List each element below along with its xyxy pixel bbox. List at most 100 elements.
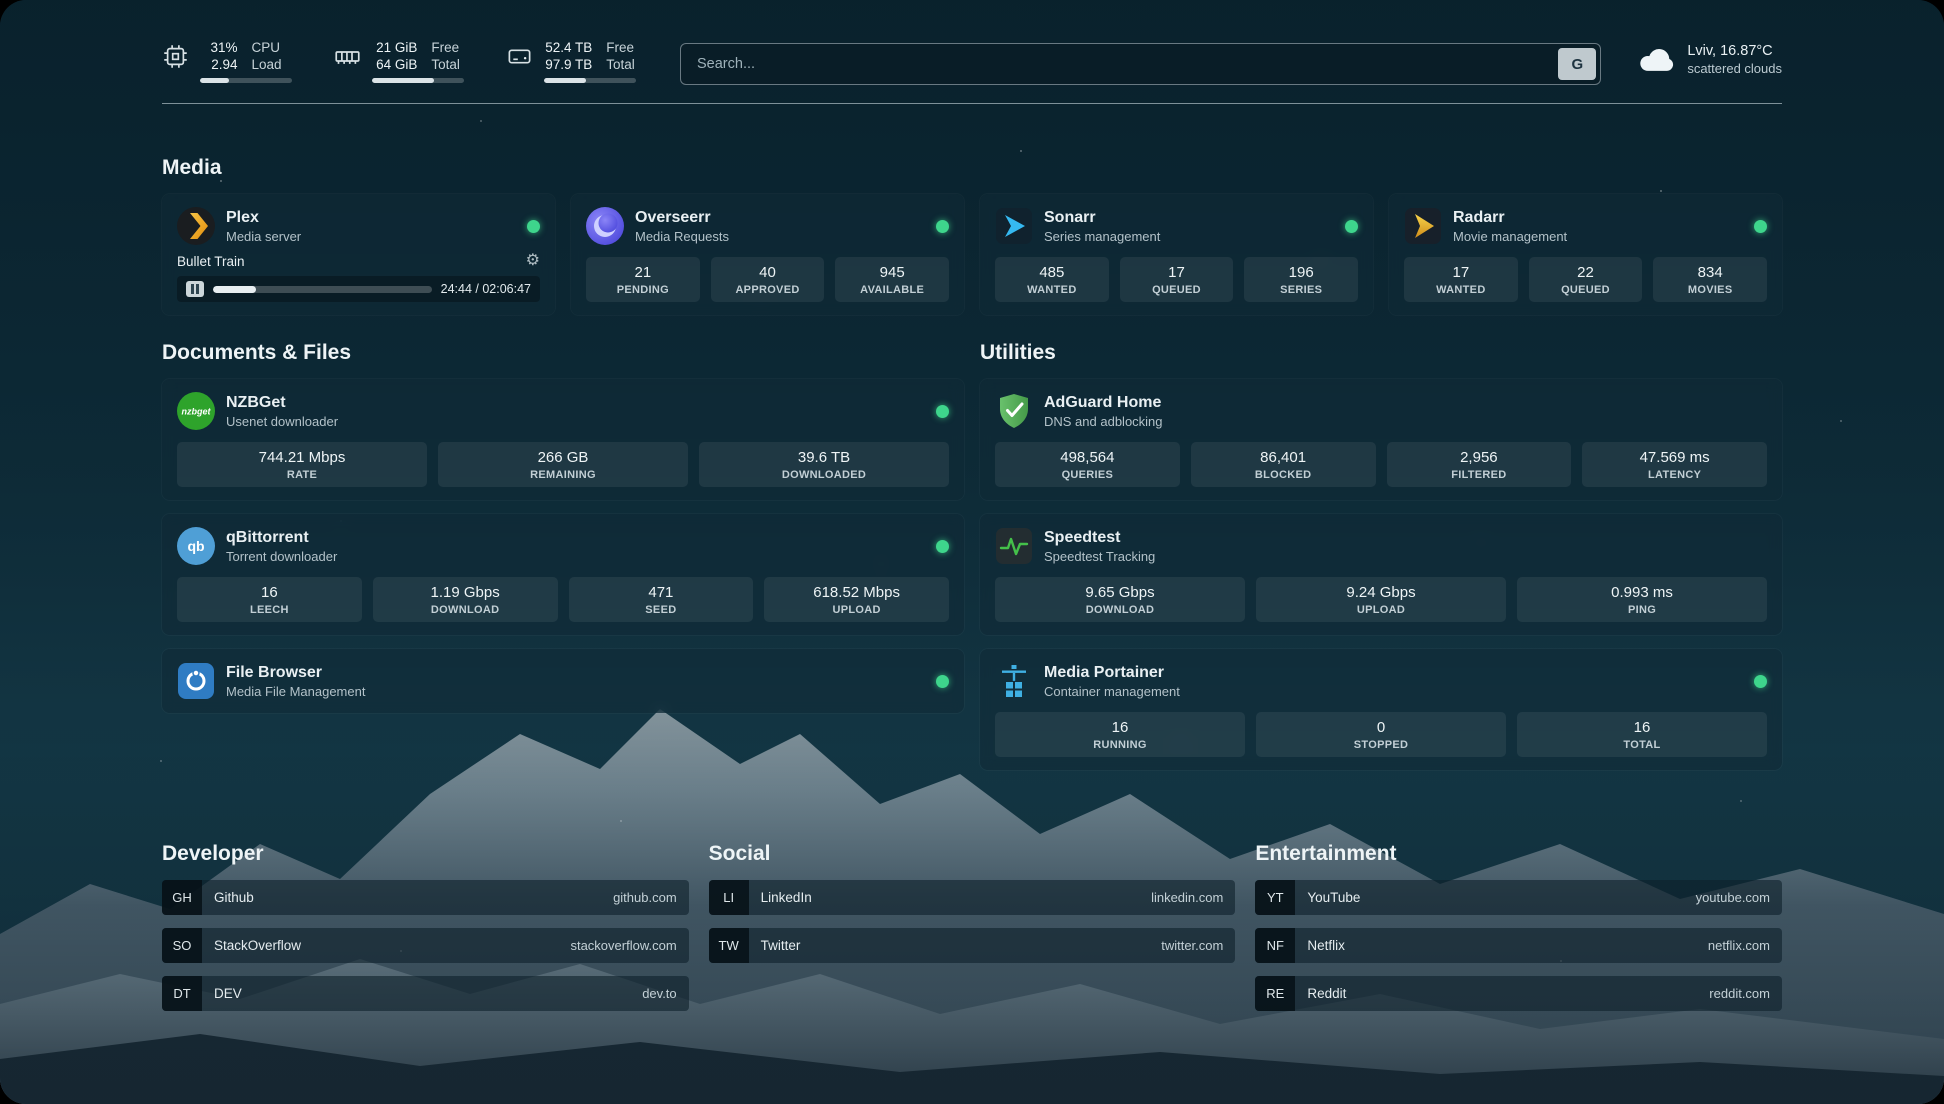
qbittorrent-stat-seed: 471 SEED — [568, 577, 754, 622]
top-bar: 31% CPU 2.94 Load — [162, 40, 1782, 85]
bookmarks-entertainment: Entertainment YT YouTube youtube.com NF … — [1255, 842, 1782, 1011]
card-filebrowser[interactable]: File Browser Media File Management — [162, 649, 964, 713]
bookmark-reddit[interactable]: RE Reddit reddit.com — [1255, 976, 1782, 1011]
ram-widget: 21 GiB Free 64 GiB Total — [334, 40, 464, 83]
svg-text:nzbget: nzbget — [182, 407, 212, 417]
search-bar: G — [680, 43, 1602, 85]
bookmarks-social: Social LI LinkedIn linkedin.com TW Twitt… — [708, 842, 1236, 1011]
weather-location: Lviv, 16.87°C — [1687, 42, 1773, 59]
card-plex[interactable]: Plex Media server Bullet Train ⚙ — [162, 194, 555, 315]
adguard-stat-latency: 47.569 ms LATENCY — [1582, 442, 1767, 487]
radarr-stat-queued: 22 QUEUED — [1528, 257, 1643, 302]
snow-specks — [0, 0, 2, 2]
documents-section-title: Documents & Files — [162, 341, 352, 364]
pause-button[interactable] — [186, 281, 204, 297]
search-engine-button[interactable]: G — [1558, 48, 1597, 80]
bookmark-github[interactable]: GH Github github.com — [162, 880, 689, 915]
disk-free-label: Free — [606, 40, 635, 55]
header-divider — [162, 103, 1782, 104]
utilities-section-title: Utilities — [980, 341, 1056, 364]
sonarr-stat-series: 196 SERIES — [1244, 257, 1359, 302]
adguard-name: AdGuard Home — [1044, 394, 1162, 411]
netflix-abbr: NF — [1255, 928, 1296, 963]
bookmark-linkedin[interactable]: LI LinkedIn linkedin.com — [708, 880, 1236, 915]
speedtest-stat-download: 9.65 Gbps DOWNLOAD — [995, 577, 1245, 622]
card-sonarr[interactable]: Sonarr Series management 485 WANTED 17 Q… — [980, 194, 1373, 315]
section-media: Media Plex Media server — [162, 156, 1782, 315]
bookmark-netflix[interactable]: NF Netflix netflix.com — [1255, 928, 1782, 963]
overseerr-stat-pending: 21 PENDING — [586, 257, 700, 302]
weather-widget[interactable]: Lviv, 16.87°C scattered clouds — [1635, 42, 1782, 76]
search-input[interactable] — [680, 43, 1602, 85]
plex-desc: Media server — [226, 229, 302, 244]
radarr-stat-movies: 834 MOVIES — [1653, 257, 1768, 302]
bookmark-stackoverflow[interactable]: SO StackOverflow stackoverflow.com — [162, 928, 689, 963]
sonarr-name: Sonarr — [1044, 209, 1096, 226]
disk-total-label: Total — [606, 57, 635, 72]
plex-progress-track[interactable] — [213, 285, 432, 293]
developer-section-title: Developer — [162, 842, 264, 865]
filebrowser-name: File Browser — [226, 664, 323, 681]
card-adguard[interactable]: AdGuard Home DNS and adblocking 498,564 … — [980, 379, 1782, 500]
cpu-load-label: Load — [251, 57, 282, 72]
youtube-abbr: YT — [1255, 880, 1296, 915]
bookmark-youtube[interactable]: YT YouTube youtube.com — [1255, 880, 1782, 915]
cpu-percent: 31% — [210, 40, 238, 55]
nzbget-icon: nzbget — [177, 392, 215, 430]
social-section-title: Social — [708, 842, 771, 865]
qbittorrent-stat-leech: 16 LEECH — [177, 577, 362, 622]
nzbget-status-dot — [936, 404, 949, 418]
adguard-icon — [1000, 394, 1028, 428]
nzbget-desc: Usenet downloader — [226, 414, 339, 429]
card-nzbget[interactable]: nzbget NZBGet Usenet downloader 744.21 M… — [162, 379, 964, 500]
qbittorrent-name: qBittorrent — [226, 529, 309, 546]
cpu-widget: 31% CPU 2.94 Load — [162, 40, 292, 83]
reddit-abbr: RE — [1255, 976, 1296, 1011]
section-documents: Documents & Files nzbget NZBGet Usenet d… — [162, 341, 964, 770]
sonarr-status-dot — [1345, 219, 1358, 233]
speedtest-name: Speedtest — [1044, 529, 1121, 546]
adguard-stat-blocked: 86,401 BLOCKED — [1190, 442, 1376, 487]
overseerr-desc: Media Requests — [635, 229, 729, 244]
nzbget-stat-rate: 744.21 Mbps RATE — [177, 442, 427, 487]
card-portainer[interactable]: Media Portainer Container management 16 … — [980, 649, 1782, 770]
linkedin-abbr: LI — [708, 880, 749, 915]
portainer-stat-running: 16 RUNNING — [995, 712, 1245, 757]
disk-widget: 52.4 TB Free 97.9 TB Total — [506, 40, 636, 83]
radarr-status-dot — [1754, 219, 1767, 233]
card-radarr[interactable]: Radarr Movie management 17 WANTED 22 QUE… — [1389, 194, 1782, 315]
dev-abbr: DT — [162, 976, 202, 1011]
gear-icon[interactable]: ⚙ — [525, 252, 540, 269]
card-overseerr[interactable]: Overseerr Media Requests 21 PENDING 40 A… — [571, 194, 964, 315]
filebrowser-status-dot — [936, 674, 949, 688]
disk-total-value: 97.9 TB — [545, 57, 593, 72]
qbittorrent-status-dot — [936, 539, 949, 553]
speedtest-stat-ping: 0.993 ms PING — [1517, 577, 1767, 622]
qbittorrent-stat-download: 1.19 Gbps DOWNLOAD — [372, 577, 558, 622]
cloud-icon — [1640, 49, 1674, 71]
portainer-name: Media Portainer — [1044, 664, 1165, 681]
cpu-progress-bar — [200, 78, 292, 83]
adguard-desc: DNS and adblocking — [1044, 414, 1163, 429]
portainer-stat-total: 16 TOTAL — [1517, 712, 1767, 757]
cpu-load-value: 2.94 — [211, 57, 238, 72]
card-speedtest[interactable]: Speedtest Speedtest Tracking 9.65 Gbps D… — [980, 514, 1782, 635]
radarr-stat-wanted: 17 WANTED — [1404, 257, 1518, 302]
portainer-icon — [1002, 665, 1026, 697]
nzbget-name: NZBGet — [226, 394, 286, 411]
ram-progress-bar — [372, 78, 464, 83]
bookmark-twitter[interactable]: TW Twitter twitter.com — [708, 928, 1236, 963]
nzbget-stat-downloaded: 39.6 TB DOWNLOADED — [699, 442, 949, 487]
sonarr-stat-queued: 17 QUEUED — [1119, 257, 1234, 302]
adguard-stat-filtered: 2,956 FILTERED — [1386, 442, 1572, 487]
sonarr-desc: Series management — [1044, 229, 1161, 244]
bookmark-dev[interactable]: DT DEV dev.to — [162, 976, 689, 1011]
disk-progress-bar — [544, 78, 636, 83]
speedtest-desc: Speedtest Tracking — [1044, 549, 1156, 564]
overseerr-stat-available: 945 AVAILABLE — [835, 257, 950, 302]
bookmarks-developer: Developer GH Github github.com SO StackO… — [162, 842, 689, 1011]
plex-icon — [177, 207, 215, 245]
filebrowser-icon — [178, 663, 214, 699]
card-qbittorrent[interactable]: qb qBittorrent Torrent downloader 16 — [162, 514, 964, 635]
